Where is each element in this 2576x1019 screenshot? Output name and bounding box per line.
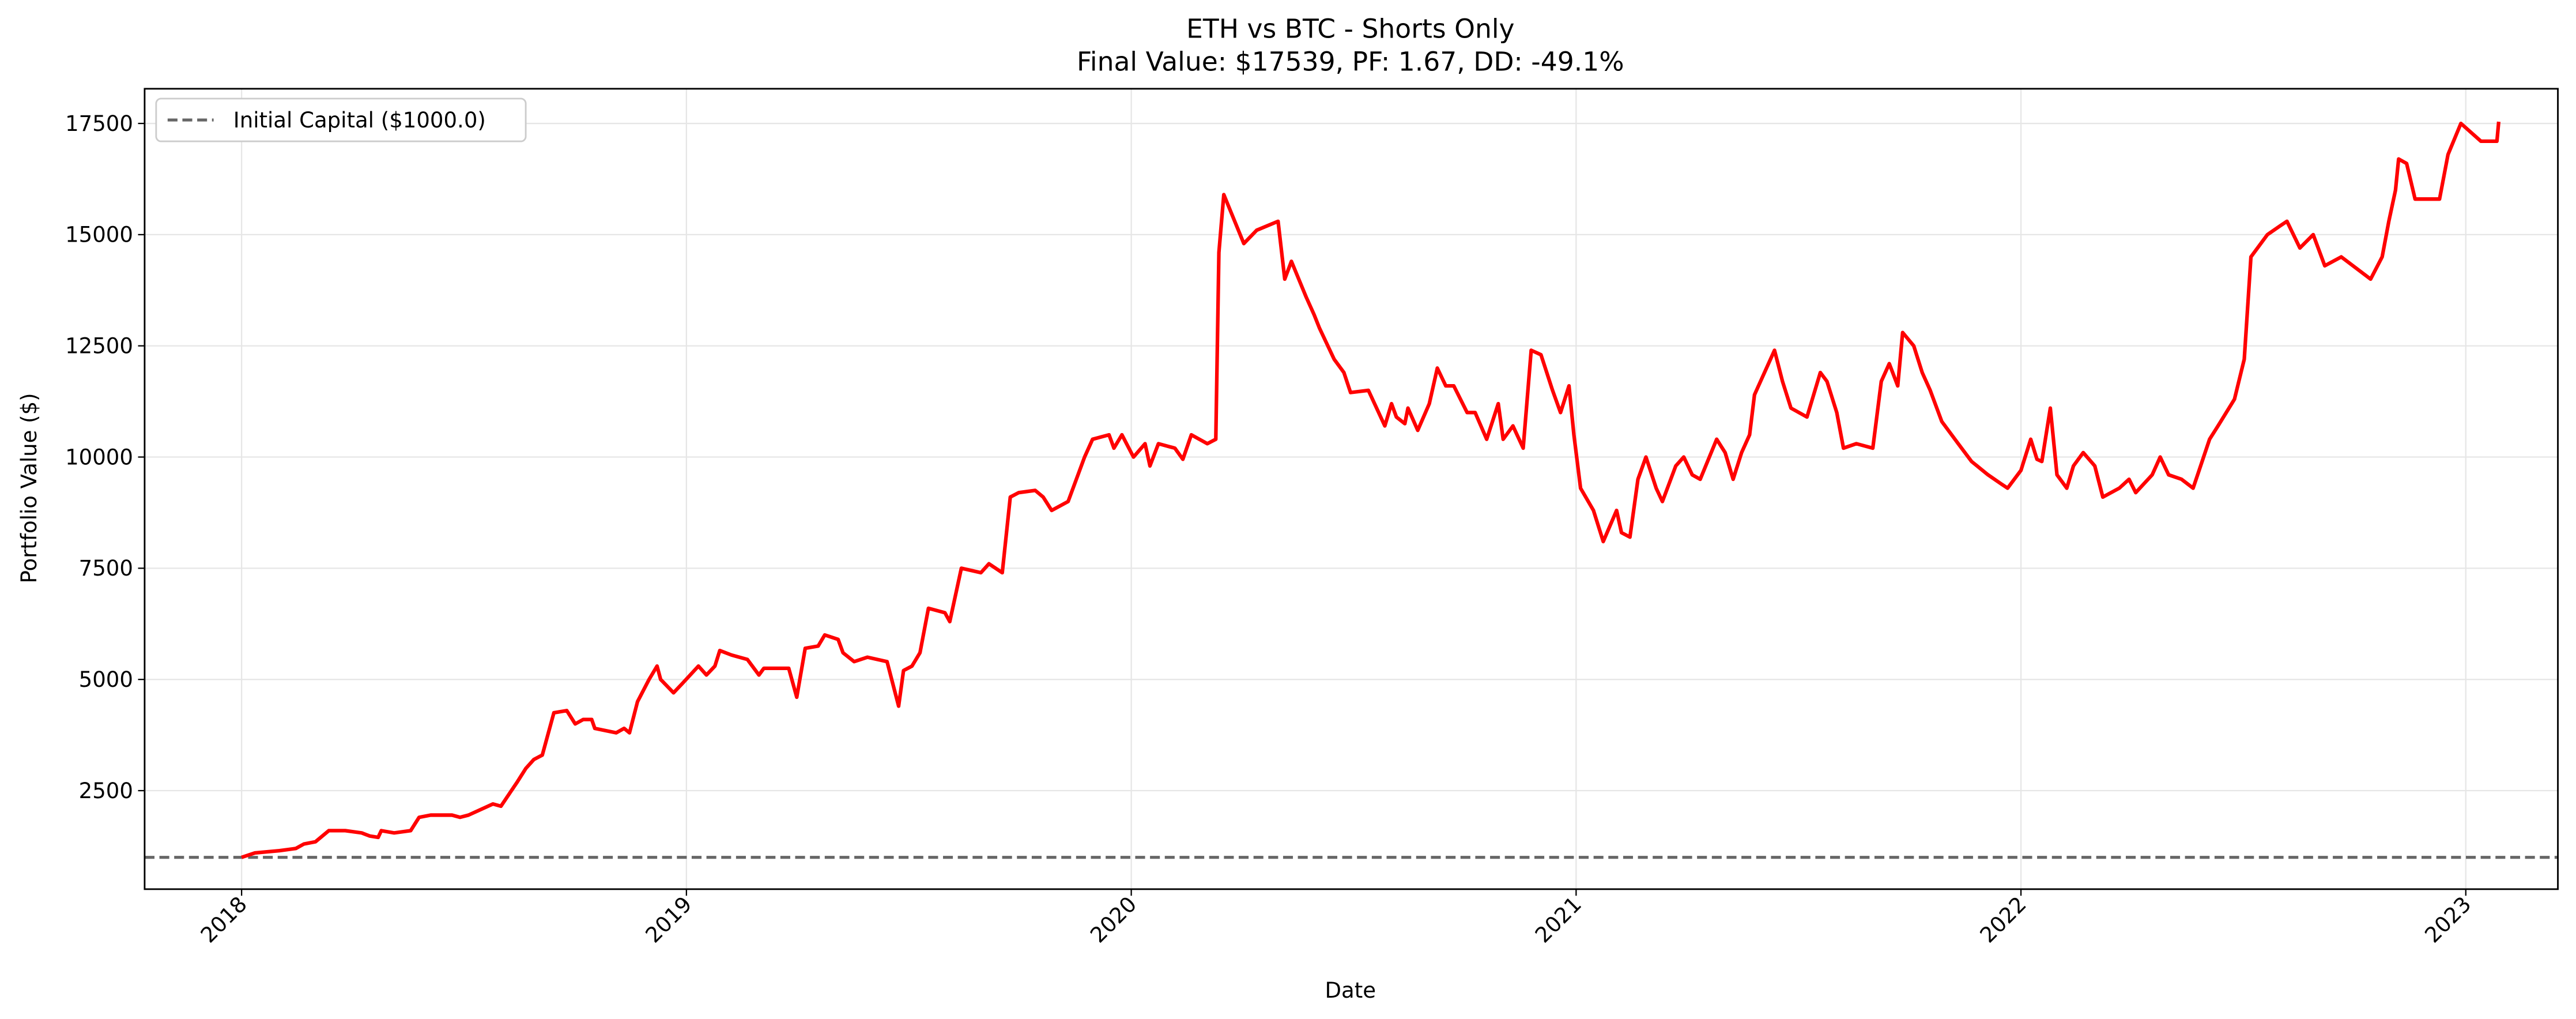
legend-box: [155, 97, 527, 142]
chart-subtitle: Final Value: $17539, PF: 1.67, DD: -49.1…: [1077, 47, 1624, 77]
x-tick-label: 2019: [641, 892, 697, 947]
chart-title: ETH vs BTC - Shorts Only: [1186, 14, 1514, 44]
y-tick-label: 12500: [65, 334, 133, 359]
x-tick-label: 2023: [2420, 892, 2476, 947]
y-tick-label: 7500: [79, 556, 133, 581]
y-tick-label: 2500: [79, 779, 133, 803]
data-line: [241, 121, 2501, 859]
plot-frame: [144, 88, 2559, 890]
x-tick-label: 2020: [1085, 892, 1141, 947]
legend-label: Initial Capital ($1000.0): [233, 108, 486, 133]
y-axis-label: Portfolio Value ($): [17, 393, 42, 583]
y-tick-label: 10000: [65, 445, 133, 469]
x-tick-label: 2021: [1530, 892, 1586, 947]
x-tick-label: 2022: [1975, 892, 2031, 947]
y-tick-label: 5000: [79, 667, 133, 692]
y-tick-label: 17500: [65, 111, 133, 136]
x-axis-label: Date: [1325, 978, 1376, 1003]
y-tick-label: 15000: [65, 223, 133, 247]
x-tick-label: 2018: [196, 892, 252, 947]
